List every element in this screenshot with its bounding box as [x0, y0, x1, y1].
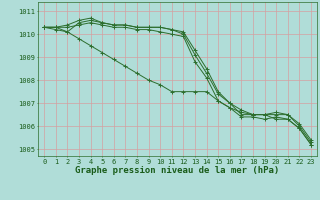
- X-axis label: Graphe pression niveau de la mer (hPa): Graphe pression niveau de la mer (hPa): [76, 166, 280, 175]
